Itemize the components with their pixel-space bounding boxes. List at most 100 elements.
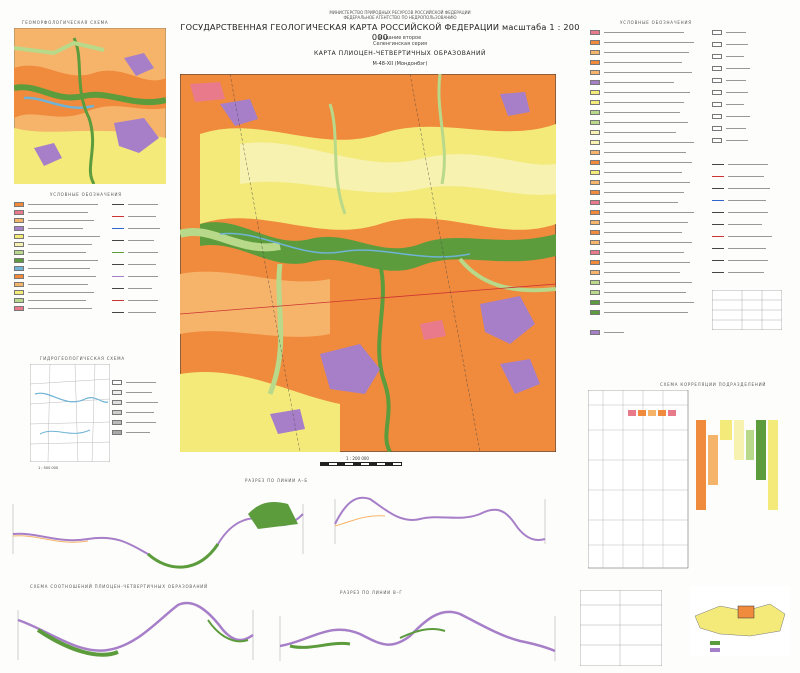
map-title: ГОСУДАРСТВЕННАЯ ГЕОЛОГИЧЕСКАЯ КАРТА РОСС… xyxy=(180,22,580,42)
section1-title: РАЗРЕЗ ПО ЛИНИИ А–Б xyxy=(245,478,308,483)
series-text: Селенгинская серия xyxy=(373,41,427,47)
legend-text-line xyxy=(726,140,748,141)
legend-swatch xyxy=(14,234,24,239)
bedrock-table xyxy=(712,290,782,330)
legend-text-line xyxy=(28,252,86,253)
legend-swatch xyxy=(590,190,600,195)
cross-section-4 xyxy=(279,610,556,661)
legend-swatch xyxy=(590,30,600,35)
legend-text-line xyxy=(28,260,98,261)
legend-swatch xyxy=(590,170,600,175)
legend-text-line xyxy=(128,204,158,205)
hydro-scale: 1 : 500 000 xyxy=(38,466,59,470)
legend-text-line xyxy=(728,248,766,249)
legend-swatch xyxy=(14,250,24,255)
legend-text-line xyxy=(604,72,692,73)
legend-text-line xyxy=(726,128,746,129)
legend-swatch xyxy=(14,218,24,223)
legend-text-line xyxy=(604,272,680,273)
legend-swatch xyxy=(112,400,122,405)
section3-title: СХЕМА СООТНОШЕНИЙ ПЛИОЦЕН-ЧЕТВЕРТИЧНЫХ О… xyxy=(30,584,208,589)
legend-text-line xyxy=(604,142,694,143)
legend-text-line xyxy=(126,432,150,433)
legend-swatch xyxy=(590,90,600,95)
legend-swatch xyxy=(590,240,600,245)
legend-text-line xyxy=(728,236,772,237)
symbol-line xyxy=(112,276,124,277)
legend-text-line xyxy=(604,112,680,113)
legend-text-line xyxy=(726,44,748,45)
legend-text-line xyxy=(604,122,688,123)
legend-text-line xyxy=(728,200,766,201)
legend-text-line xyxy=(604,252,684,253)
legend-text-line xyxy=(728,272,764,273)
ministry-header: МИНИСТЕРСТВО ПРИРОДНЫХ РЕСУРСОВ РОССИЙСК… xyxy=(240,10,560,20)
legend-swatch xyxy=(112,430,122,435)
ministry-line-1: МИНИСТЕРСТВО ПРИРОДНЫХ РЕСУРСОВ РОССИЙСК… xyxy=(329,10,471,15)
legend-text-line xyxy=(28,244,92,245)
legend-swatch xyxy=(590,80,600,85)
legend-text-line xyxy=(604,82,674,83)
legend-text-line xyxy=(604,292,686,293)
legend-swatch xyxy=(112,420,122,425)
legend-swatch xyxy=(112,380,122,385)
symbol-line xyxy=(112,252,124,253)
bottom-table xyxy=(580,590,662,666)
legend-swatch xyxy=(14,210,24,215)
symbol-line xyxy=(712,224,724,225)
legend-text-line xyxy=(604,312,688,313)
symbol-box xyxy=(712,90,722,95)
main-geologic-map xyxy=(180,74,556,452)
section2-title: РАЗРЕЗ ПО ЛИНИИ В–Г xyxy=(340,590,403,595)
legend-right-units xyxy=(590,30,705,335)
legend-text-line xyxy=(126,382,156,383)
legend-text-line xyxy=(604,212,694,213)
legend-swatch xyxy=(590,140,600,145)
legend-swatch xyxy=(14,290,24,295)
symbol-line xyxy=(112,312,124,313)
edition-text: Издание второе xyxy=(378,35,422,41)
symbol-line xyxy=(712,200,724,201)
legend-text-line xyxy=(604,192,684,193)
legend-right-title: УСЛОВНЫЕ ОБОЗНАЧЕНИЯ xyxy=(620,20,692,25)
legend-swatch xyxy=(590,260,600,265)
legend-text-line xyxy=(128,264,156,265)
legend-text-line xyxy=(28,268,90,269)
legend-text-line xyxy=(28,220,94,221)
legend-text-line xyxy=(128,252,158,253)
legend-swatch xyxy=(112,390,122,395)
legend-swatch xyxy=(112,410,122,415)
legend-swatch xyxy=(590,110,600,115)
legend-swatch xyxy=(14,266,24,271)
legend-text-line xyxy=(128,228,160,229)
legend-text-line xyxy=(128,312,156,313)
symbol-box xyxy=(712,54,722,59)
legend-text-line xyxy=(726,32,746,33)
legend-text-line xyxy=(28,236,100,237)
legend-swatch xyxy=(14,298,24,303)
legend-swatch xyxy=(590,160,600,165)
correlation-scheme xyxy=(588,390,778,569)
legend-text-line xyxy=(604,172,682,173)
symbol-line xyxy=(112,228,124,229)
legend-text-line xyxy=(28,300,86,301)
legend-text-line xyxy=(28,228,83,229)
legend-text-line xyxy=(604,52,689,53)
legend-text-line xyxy=(604,42,694,43)
legend-swatch xyxy=(590,130,600,135)
legend-swatch xyxy=(14,274,24,279)
legend-swatch xyxy=(590,60,600,65)
legend-swatch xyxy=(590,270,600,275)
location-inset xyxy=(690,586,790,656)
edition-block: Издание второе Селенгинская серия xyxy=(240,35,560,47)
legend-text-line xyxy=(604,92,690,93)
legend-text-line xyxy=(604,332,624,333)
legend-swatch xyxy=(590,220,600,225)
symbol-box xyxy=(712,114,722,119)
legend-text-line xyxy=(126,392,152,393)
legend-swatch xyxy=(590,40,600,45)
map-subtitle: КАРТА ПЛИОЦЕН-ЧЕТВЕРТИЧНЫХ ОБРАЗОВАНИЙ xyxy=(313,50,487,57)
legend-text-line xyxy=(604,202,678,203)
symbol-box xyxy=(712,138,722,143)
legend-text-line xyxy=(726,92,748,93)
